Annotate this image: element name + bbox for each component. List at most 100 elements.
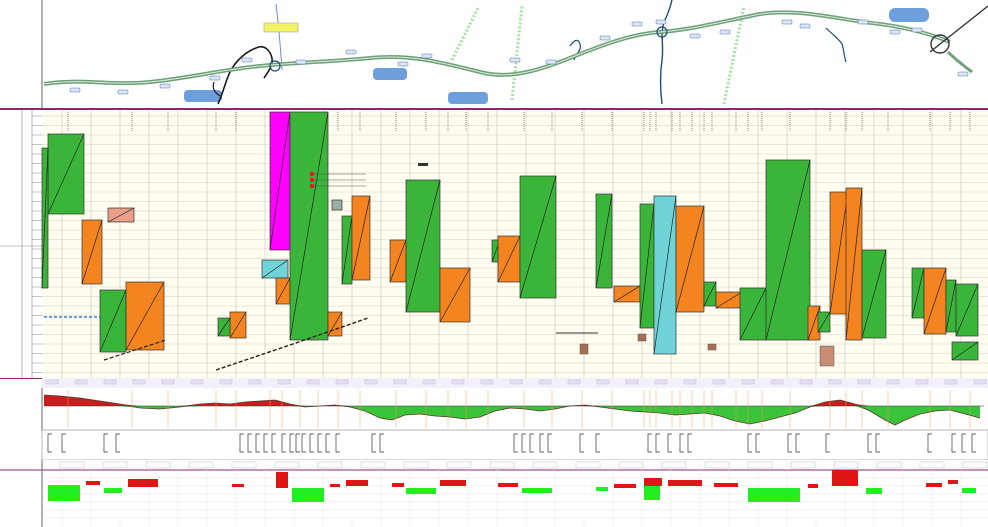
station-tick-label (451, 379, 465, 385)
station-tick-label (857, 379, 871, 385)
volume-bar-red (128, 479, 158, 487)
block-diagonal (829, 191, 849, 315)
road-tag (799, 23, 811, 29)
block-diagonal (99, 289, 127, 353)
lake-3 (448, 92, 488, 104)
road-tag (911, 27, 923, 33)
station-tick-label (915, 379, 929, 385)
block-diagonal (439, 267, 471, 323)
station-tick-label (161, 379, 175, 385)
road-tag (889, 29, 901, 35)
road-tag (689, 33, 701, 39)
element-bracket (667, 433, 672, 453)
element-bracket (47, 433, 52, 453)
junction-circle-1 (269, 60, 281, 72)
river-1-branch (212, 81, 221, 97)
bar-panel (0, 460, 988, 527)
element-bracket (335, 433, 340, 453)
element-bracket (255, 433, 260, 453)
interchange-loop (930, 34, 950, 54)
bar-header-cell (317, 461, 343, 469)
profile-station-lines (67, 390, 971, 428)
bar-header-cell (446, 461, 472, 469)
road-tag (345, 49, 357, 55)
element-bracket (539, 433, 544, 453)
block-diagonal (765, 159, 811, 341)
station-tick-label (712, 379, 726, 385)
station-tick-label (741, 379, 755, 385)
block-diagonal (289, 111, 329, 341)
block-tag (331, 199, 343, 211)
element-bracket (263, 433, 268, 453)
station-tick-label (277, 379, 291, 385)
block-diagonal (845, 187, 863, 341)
block-diagonal (715, 291, 743, 309)
element-strip-frame (41, 429, 988, 461)
station-tick-label (219, 379, 233, 385)
block-diagonal (613, 285, 641, 303)
river-4 (825, 27, 847, 63)
bar-header-cell (59, 461, 85, 469)
element-bracket (529, 433, 534, 453)
bar-header-cell (360, 461, 386, 469)
tag-stack (310, 172, 366, 188)
station-tick-label (509, 379, 523, 385)
road-tag (295, 59, 307, 65)
bar-header-cell (145, 461, 171, 469)
station-tick-label (74, 379, 88, 385)
station-tick-label (654, 379, 668, 385)
station-tick-label (567, 379, 581, 385)
corridor-3 (722, 5, 746, 105)
block-diagonal (955, 283, 979, 337)
road-tag (397, 61, 409, 67)
station-tick-label (625, 379, 639, 385)
station-tick-label (132, 379, 146, 385)
block-diagonal (911, 267, 925, 319)
element-bracket (961, 433, 966, 453)
bar-header-cell (274, 461, 300, 469)
bar-grid (42, 461, 988, 527)
road-tag (117, 89, 129, 95)
profile-cut-area-below (44, 406, 980, 425)
road-tag (631, 21, 643, 27)
lake-2 (373, 68, 407, 80)
volume-bar-red (346, 480, 368, 486)
element-bracket (317, 433, 322, 453)
station-tick-label (45, 379, 59, 385)
station-tick-label (799, 379, 813, 385)
element-strip (41, 429, 988, 461)
station-tick-label (393, 379, 407, 385)
station-tick-label (596, 379, 610, 385)
volume-bar-red (948, 480, 958, 484)
marker-2 (579, 343, 589, 355)
block-diagonal (639, 203, 655, 329)
station-tick-label (480, 379, 494, 385)
volume-bar-red (392, 483, 404, 487)
map-strip (0, 0, 988, 108)
road-tag (857, 19, 869, 25)
element-bracket (247, 433, 252, 453)
profile-graph (43, 394, 984, 426)
volume-bar-red (276, 472, 288, 488)
road-centerline (43, 11, 951, 85)
block-diagonal (405, 179, 441, 313)
block-diagonal (945, 279, 957, 333)
volume-bar-red (832, 470, 858, 486)
marker-3 (637, 333, 647, 342)
block-diagonal (703, 281, 717, 307)
corridor-1 (450, 7, 480, 61)
block-diagonal (675, 205, 705, 313)
station-tick-label (422, 379, 436, 385)
volume-bar-green (644, 486, 660, 500)
block-diagonal (497, 235, 521, 283)
block-diagonal (739, 287, 767, 341)
bar-header-cell (532, 461, 558, 469)
volume-bar-red (926, 483, 942, 487)
block-diagonal (81, 219, 103, 285)
element-bracket (239, 433, 244, 453)
block-diagonal (125, 281, 165, 351)
block-diagonal (951, 341, 979, 361)
block-diagonal (275, 277, 291, 305)
volume-bar-red (614, 484, 636, 488)
